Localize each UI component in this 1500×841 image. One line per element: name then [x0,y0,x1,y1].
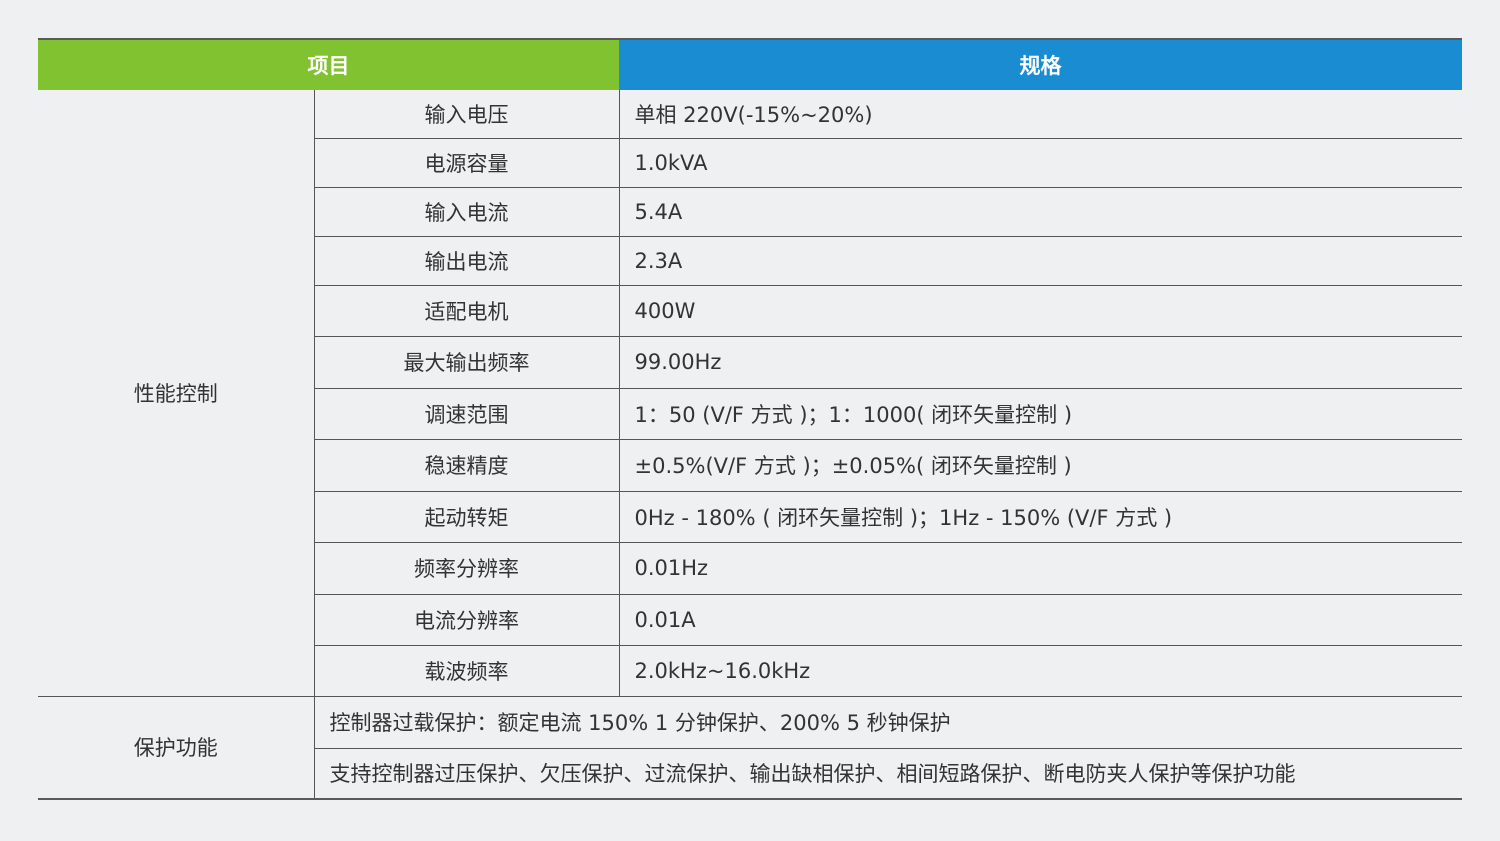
group-protection: 保护功能 [38,696,314,800]
table-row: 支持控制器过压保护、欠压保护、过流保护、输出缺相保护、相间短路保护、断电防夹人保… [38,748,1462,800]
table-row: 电流分辨率 0.01A [38,594,1462,646]
header-spec: 规格 [619,38,1462,90]
table-row: 输入电流 5.4A [38,187,1462,237]
header-item: 项目 [38,38,619,90]
row-name: 载波频率 [313,645,619,697]
table-header-row: 项目 规格 [38,38,1462,90]
row-value: 0.01Hz [618,542,1462,595]
row-name: 输出电流 [313,236,619,286]
row-name: 频率分辨率 [313,542,619,595]
row-name: 调速范围 [313,388,619,440]
row-name: 起动转矩 [313,491,619,543]
table-row: 起动转矩 0Hz - 180% ( 闭环矢量控制 )；1Hz - 150% (V… [38,491,1462,543]
table-row: 载波频率 2.0kHz~16.0kHz [38,645,1462,697]
table-row: 适配电机 400W [38,285,1462,337]
group-performance: 性能控制 [38,90,314,697]
row-name: 电源容量 [313,138,619,188]
row-name: 适配电机 [313,285,619,337]
table-row: 电源容量 1.0kVA [38,138,1462,188]
row-value: 1：50 (V/F 方式 )；1：1000( 闭环矢量控制 ) [618,388,1462,440]
row-value: ±0.5%(V/F 方式 )；±0.05%( 闭环矢量控制 ) [618,439,1462,492]
row-value: 2.0kHz~16.0kHz [618,645,1462,697]
spec-table: 项目 规格 性能控制 输入电压 单相 220V(-15%~20%) 电源容量 1… [38,38,1462,800]
table-row: 性能控制 输入电压 单相 220V(-15%~20%) [38,90,1462,697]
row-value: 2.3A [618,236,1462,286]
row-value: 0.01A [618,594,1462,646]
table-row: 频率分辨率 0.01Hz [38,542,1462,595]
row-name: 电流分辨率 [313,594,619,646]
row-name: 输入电压 [313,90,619,139]
row-name: 输入电流 [313,187,619,237]
protection-row: 支持控制器过压保护、欠压保护、过流保护、输出缺相保护、相间短路保护、断电防夹人保… [313,748,1462,800]
row-value: 0Hz - 180% ( 闭环矢量控制 )；1Hz - 150% (V/F 方式… [618,491,1462,543]
table-row: 调速范围 1：50 (V/F 方式 )；1：1000( 闭环矢量控制 ) [38,388,1462,440]
row-value: 单相 220V(-15%~20%) [618,90,1462,139]
table-row: 保护功能 控制器过载保护：额定电流 150% 1 分钟保护、200% 5 秒钟保… [38,696,1462,800]
row-value: 400W [618,285,1462,337]
row-name: 最大输出频率 [313,336,619,389]
row-value: 99.00Hz [618,336,1462,389]
row-value: 1.0kVA [618,138,1462,188]
row-value: 5.4A [618,187,1462,237]
table-row: 输出电流 2.3A [38,236,1462,286]
table-row: 最大输出频率 99.00Hz [38,336,1462,389]
row-name: 稳速精度 [313,439,619,492]
table-row: 稳速精度 ±0.5%(V/F 方式 )；±0.05%( 闭环矢量控制 ) [38,439,1462,492]
protection-row: 控制器过载保护：额定电流 150% 1 分钟保护、200% 5 秒钟保护 [313,696,1462,749]
